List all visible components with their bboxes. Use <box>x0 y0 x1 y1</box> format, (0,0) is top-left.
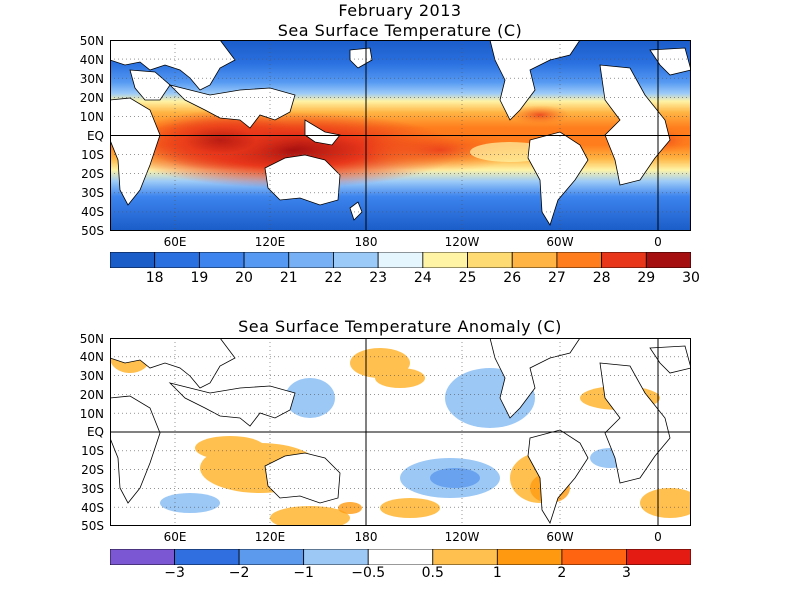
p1-lat-50S: 50S <box>81 224 104 238</box>
p2-lat-EQ: EQ <box>86 425 104 439</box>
sst-colorbar-swatch <box>377 252 424 268</box>
sst-colorbar-label: 28 <box>592 270 611 286</box>
sst-colorbar-swatch <box>333 252 379 268</box>
anomaly-colorbar-swatch <box>174 549 240 565</box>
sst-colorbar-swatch <box>467 252 513 268</box>
p2-lon-180: 180 <box>354 530 378 544</box>
anomaly-colorbar <box>110 549 691 565</box>
p2-lon-120E: 120E <box>254 530 286 544</box>
p1-lat-EQ: EQ <box>86 129 104 143</box>
anomaly-colorbar-label: 2 <box>557 565 567 581</box>
sst-colorbar-swatch <box>198 252 245 268</box>
sst-colorbar-label: 21 <box>279 270 298 286</box>
anomaly-colorbar-label: −2 <box>228 565 250 581</box>
anomaly-colorbar-swatch <box>626 549 691 565</box>
p2-lat-20S: 20S <box>81 463 104 477</box>
p1-lon-120W: 120W <box>444 235 480 249</box>
sst-colorbar-swatch <box>110 252 156 268</box>
p1-lon-120E: 120E <box>254 235 286 249</box>
sst-colorbar-swatch <box>243 252 290 268</box>
sst-colorbar-label: 27 <box>548 270 566 286</box>
panel2-title: Sea Surface Temperature Anomaly (C) <box>238 317 562 336</box>
anomaly-colorbar-swatch <box>303 549 369 565</box>
p2-lat-50S: 50S <box>81 519 104 533</box>
p2-lat-10S: 10S <box>81 444 104 458</box>
sst-colorbar <box>110 252 691 268</box>
sst-colorbar-swatch <box>556 252 603 268</box>
p1-lon-60W: 60W <box>546 235 574 249</box>
p2-lon-60E: 60E <box>163 530 187 544</box>
sst-colorbar-label: 18 <box>145 270 164 286</box>
anomaly-colorbar-label: −1 <box>293 565 314 581</box>
sst-colorbar-label: 22 <box>324 270 343 286</box>
sst-colorbar-label: 30 <box>682 270 700 286</box>
sst-colorbar-swatch <box>422 252 468 268</box>
p2-lat-30S: 30S <box>81 482 104 496</box>
p2-lat-30N: 30N <box>79 369 104 383</box>
p1-lat-40N: 40N <box>79 53 104 67</box>
p2-lat-20N: 20N <box>79 388 104 402</box>
p2-lat-10N: 10N <box>79 407 104 421</box>
sst-colorbar-label: 23 <box>369 270 388 286</box>
sst-colorbar-label: 24 <box>413 270 432 286</box>
anomaly-colorbar-swatch <box>496 549 563 565</box>
p1-lat-10S: 10S <box>81 148 104 162</box>
p1-lon-0: 0 <box>654 235 662 249</box>
sst-colorbar-label: 20 <box>235 270 253 286</box>
p2-lon-0: 0 <box>654 530 662 544</box>
figure-title: February 2013 <box>338 1 462 20</box>
sst-anomaly-map <box>110 338 691 526</box>
p2-lon-120W: 120W <box>444 530 480 544</box>
anomaly-colorbar-label: 0.5 <box>421 565 444 581</box>
sst-colorbar-swatch <box>154 252 200 268</box>
anomaly-colorbar-swatch <box>432 549 498 565</box>
p2-lon-60W: 60W <box>546 530 574 544</box>
p1-lat-50N: 50N <box>79 34 104 48</box>
p1-lon-60E: 60E <box>163 235 187 249</box>
anomaly-colorbar-label: 1 <box>492 565 502 581</box>
p1-lat-40S: 40S <box>81 205 104 219</box>
p1-lat-30N: 30N <box>79 72 104 86</box>
sst-colorbar-swatch <box>511 252 558 268</box>
anomaly-colorbar-swatch <box>110 549 175 565</box>
sst-colorbar-label: 19 <box>190 270 209 286</box>
p1-lon-180: 180 <box>354 235 378 249</box>
p1-lat-20N: 20N <box>79 91 104 105</box>
p1-lat-30S: 30S <box>81 186 104 200</box>
anomaly-colorbar-label: 3 <box>621 565 631 581</box>
sst-colorbar-label: 26 <box>503 270 522 286</box>
p2-lat-40N: 40N <box>79 350 104 364</box>
p1-lat-20S: 20S <box>81 167 104 181</box>
anomaly-colorbar-swatch <box>367 549 434 565</box>
sst-colorbar-swatch <box>601 252 647 268</box>
sst-colorbar-swatch <box>645 252 691 268</box>
anomaly-colorbar-label: −3 <box>164 565 185 581</box>
anomaly-colorbar-swatch <box>561 549 627 565</box>
sst-colorbar-swatch <box>288 252 334 268</box>
sst-colorbar-label: 29 <box>637 270 656 286</box>
anomaly-colorbar-swatch <box>238 549 305 565</box>
anomaly-colorbar-label: −0.5 <box>351 565 386 581</box>
panel1-title: Sea Surface Temperature (C) <box>277 21 523 40</box>
p2-lat-50N: 50N <box>79 332 104 346</box>
sst-map <box>110 40 691 231</box>
p1-lat-10N: 10N <box>79 110 104 124</box>
sst-colorbar-label: 25 <box>458 270 477 286</box>
p2-lat-40S: 40S <box>81 501 104 515</box>
